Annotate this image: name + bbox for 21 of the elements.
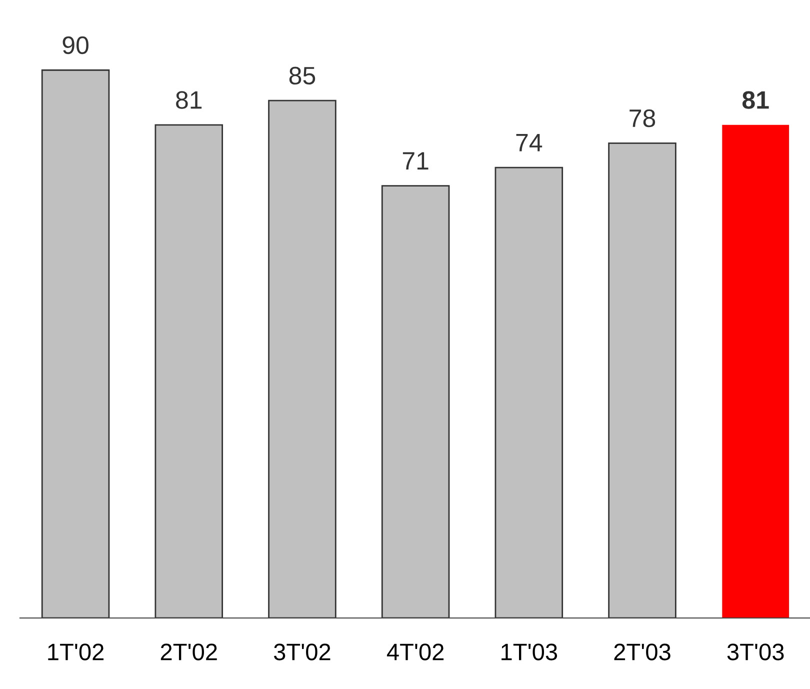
data-label: 81 xyxy=(742,91,769,109)
bar xyxy=(41,69,110,618)
bar xyxy=(494,166,564,618)
x-tick-label: 1T'03 xyxy=(502,644,558,660)
data-label: 71 xyxy=(402,152,428,170)
bar xyxy=(381,185,450,618)
data-label: 85 xyxy=(289,66,316,85)
bar xyxy=(722,124,790,618)
data-label: 90 xyxy=(62,36,88,54)
data-label: 81 xyxy=(176,91,202,109)
data-label: 78 xyxy=(630,109,656,128)
bar xyxy=(154,124,224,618)
data-label: 74 xyxy=(516,134,542,152)
x-tick-label: 3T'02 xyxy=(274,644,330,660)
x-tick-label: 2T'03 xyxy=(614,644,670,660)
x-tick-label: 2T'02 xyxy=(160,644,217,660)
x-tick-label: 1T'02 xyxy=(48,644,104,660)
x-tick-label: 4T'02 xyxy=(386,644,444,660)
bar xyxy=(608,142,676,618)
bar xyxy=(268,100,336,618)
x-tick-label: 3T'03 xyxy=(727,644,784,660)
